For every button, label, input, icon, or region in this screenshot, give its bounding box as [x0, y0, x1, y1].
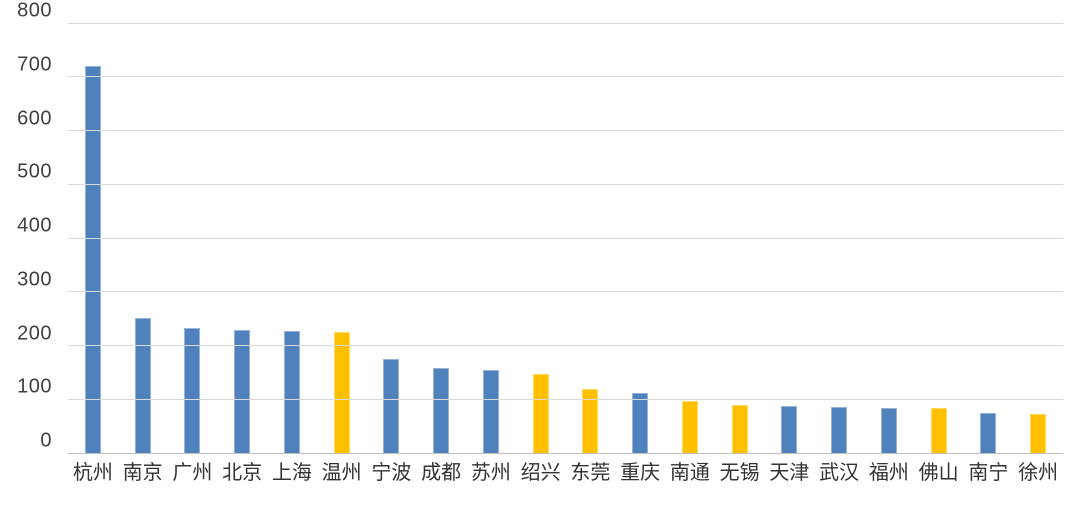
bar-slot — [1013, 23, 1063, 453]
bar-slot — [317, 23, 367, 453]
gridline — [68, 183, 1063, 185]
y-tick-label: 400 — [17, 214, 52, 237]
x-tick-label: 福州 — [868, 462, 909, 484]
x-tick-label: 东莞 — [570, 462, 611, 484]
bar-徐州 — [1030, 414, 1047, 453]
x-tick-label: 上海 — [271, 462, 312, 484]
bar-slot — [864, 23, 914, 453]
bar-slot — [615, 23, 665, 453]
plot-area — [68, 22, 1063, 454]
bar-slot — [68, 23, 118, 453]
bar-南通 — [681, 401, 698, 453]
y-tick-label: 500 — [17, 160, 52, 183]
x-tick-label: 武汉 — [819, 462, 860, 484]
gridline — [68, 237, 1063, 239]
gridline — [68, 291, 1063, 293]
gridline — [68, 398, 1063, 400]
gridline — [68, 22, 1063, 24]
x-axis: 杭州 南京 广州 北京 上海 温州 宁波 成都 苏州 绍兴 东莞 重庆 南通 无锡 天津 武汉 福州 佛山 南宁 徐州 — [68, 461, 1063, 489]
x-tick-label: 广州 — [172, 462, 213, 484]
x-tick-label: 重庆 — [620, 462, 661, 484]
x-tick-label: 成都 — [421, 462, 462, 484]
x-tick-label: 南京 — [122, 462, 163, 484]
bar-slot — [118, 23, 168, 453]
x-tick-label: 南通 — [669, 462, 710, 484]
bar-南宁 — [980, 413, 997, 453]
bar-slot — [964, 23, 1014, 453]
bar-slot — [217, 23, 267, 453]
bar-slot — [516, 23, 566, 453]
x-tick-label: 南宁 — [968, 462, 1009, 484]
y-tick-label: 0 — [40, 429, 52, 452]
bar-slot — [566, 23, 616, 453]
y-tick-label: 800 — [17, 0, 52, 22]
bar-slot — [665, 23, 715, 453]
y-tick-label: 100 — [17, 375, 52, 398]
x-tick-label: 无锡 — [719, 462, 760, 484]
gridline — [68, 130, 1063, 131]
x-tick-label: 杭州 — [72, 462, 113, 484]
y-tick-label: 700 — [17, 53, 52, 76]
bar-上海 — [283, 331, 300, 453]
bar-佛山 — [930, 408, 947, 453]
gridline — [68, 345, 1063, 346]
bar-苏州 — [482, 369, 499, 453]
bar-福州 — [880, 408, 897, 453]
bar-slot — [814, 23, 864, 453]
bar-slot — [267, 23, 317, 453]
bar-slot — [715, 23, 765, 453]
y-tick-label: 200 — [17, 322, 52, 344]
bar-成都 — [433, 368, 450, 453]
x-tick-label: 温州 — [321, 462, 362, 484]
x-tick-label: 宁波 — [371, 462, 412, 484]
x-tick-label: 佛山 — [918, 462, 959, 484]
bar-温州 — [333, 331, 350, 453]
bar-无锡 — [731, 404, 748, 453]
gridline — [68, 76, 1063, 78]
x-tick-label: 北京 — [222, 462, 263, 484]
bars-container — [68, 23, 1063, 453]
x-tick-label: 绍兴 — [520, 462, 561, 484]
y-axis: 0 100 200 300 400 500 600 700 800 — [0, 0, 58, 453]
y-tick-label: 300 — [17, 268, 52, 291]
bar-天津 — [781, 405, 798, 453]
bar-slot — [367, 23, 417, 453]
bar-东莞 — [582, 388, 599, 453]
bar-杭州 — [84, 66, 101, 453]
x-tick-label: 天津 — [769, 462, 810, 484]
bar-slot — [416, 23, 466, 453]
x-tick-label: 徐州 — [1018, 462, 1059, 484]
y-tick-label: 600 — [17, 107, 52, 129]
bar-北京 — [234, 329, 251, 453]
bar-宁波 — [383, 358, 400, 453]
bar-重庆 — [632, 393, 649, 453]
x-axis-baseline — [68, 452, 1063, 454]
x-tick-label: 苏州 — [470, 462, 511, 484]
bar-slot — [466, 23, 516, 453]
bar-绍兴 — [532, 374, 549, 453]
bar-slot — [914, 23, 964, 453]
bar-slot — [168, 23, 218, 453]
bar-南京 — [134, 317, 151, 453]
bar-slot — [765, 23, 815, 453]
bar-武汉 — [831, 407, 848, 453]
bar-广州 — [184, 327, 201, 453]
